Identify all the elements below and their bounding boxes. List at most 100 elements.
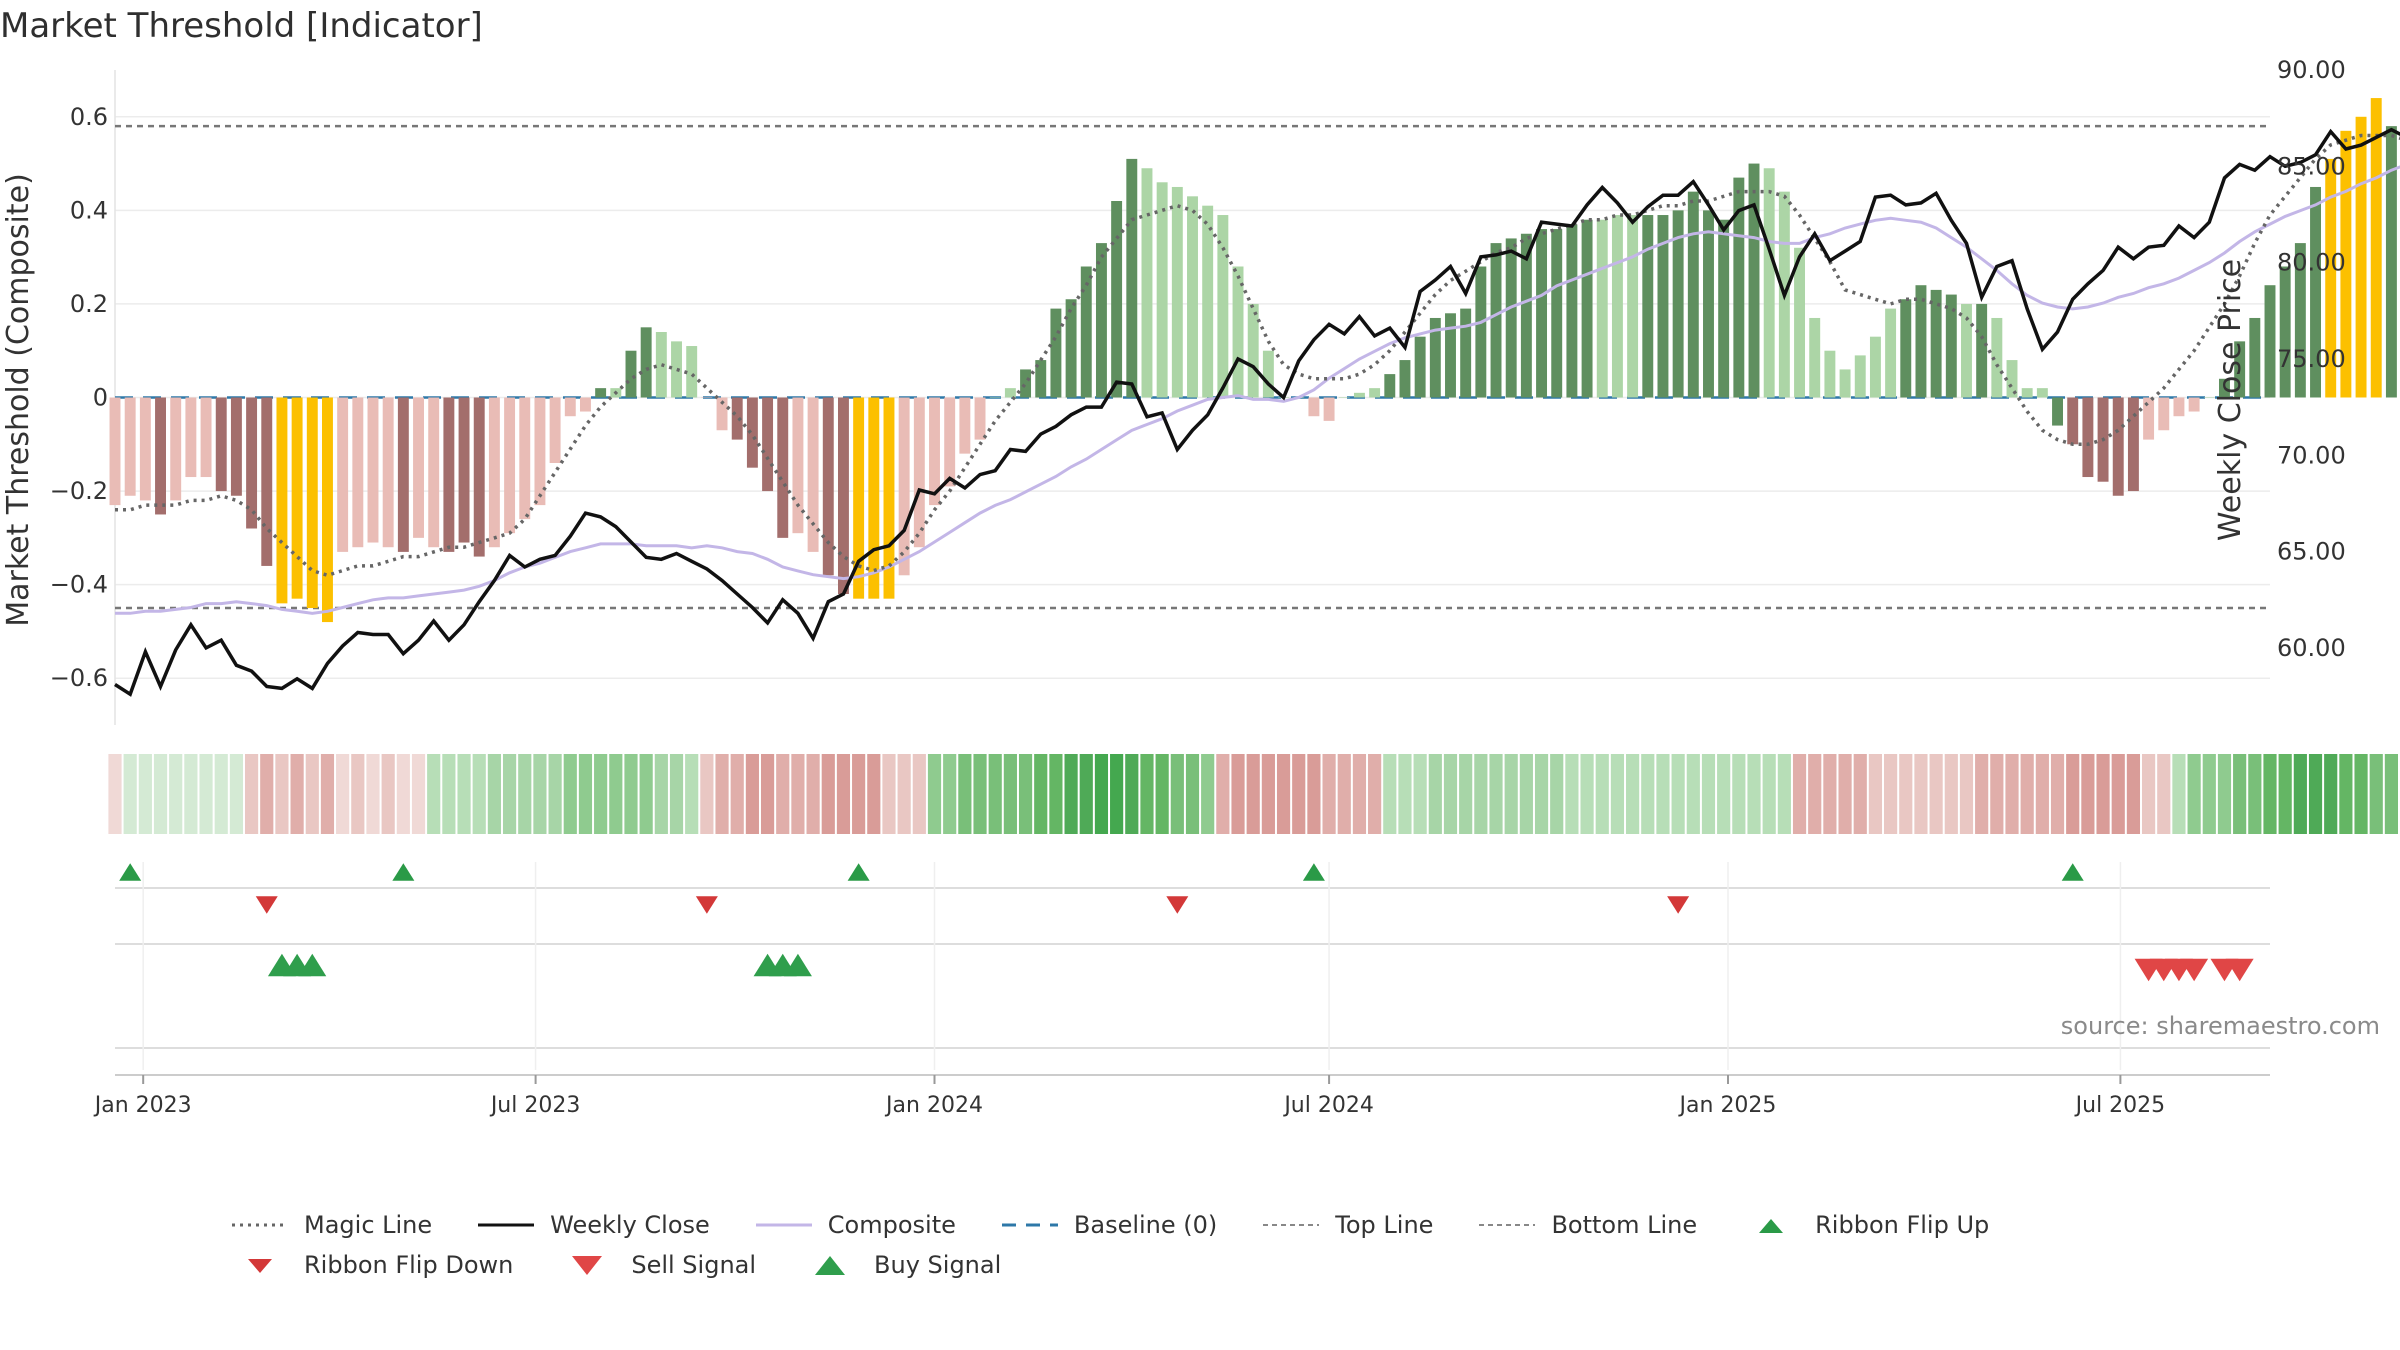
composite-bar bbox=[1566, 224, 1578, 398]
composite-bar bbox=[2325, 158, 2337, 398]
composite-bar bbox=[1763, 168, 1775, 398]
ribbon-cell bbox=[760, 754, 775, 834]
composite-bar bbox=[2173, 397, 2185, 417]
composite-bar bbox=[807, 397, 819, 552]
ribbon-cell bbox=[2172, 754, 2186, 834]
composite-bar bbox=[1642, 215, 1654, 398]
ribbon-flip-up-marker bbox=[1302, 863, 1325, 881]
y2-tick-label: 90.00 bbox=[2277, 56, 2346, 84]
composite-bar bbox=[504, 397, 516, 534]
composite-bar bbox=[883, 397, 895, 599]
composite-bar bbox=[291, 397, 303, 599]
ribbon-cell bbox=[2233, 754, 2247, 834]
ribbon-cell bbox=[791, 754, 805, 834]
legend-item-ribbon-flip-up: Ribbon Flip Up bbox=[1741, 1211, 1989, 1239]
composite-bar bbox=[1369, 388, 1381, 398]
legend-item-top-line: Top Line bbox=[1261, 1211, 1433, 1239]
y-tick-label: −0.6 bbox=[50, 664, 108, 692]
composite-bar bbox=[1460, 308, 1472, 398]
ribbon-cell bbox=[2217, 754, 2232, 834]
composite-bar bbox=[322, 397, 333, 623]
ribbon-cell bbox=[199, 754, 213, 834]
ribbon-flip-up-marker bbox=[392, 863, 415, 881]
composite-bar bbox=[230, 397, 242, 496]
composite-bar bbox=[701, 397, 713, 398]
composite-bar bbox=[2264, 285, 2276, 398]
ribbon-cell bbox=[123, 754, 137, 834]
ribbon-cell bbox=[1276, 754, 1291, 834]
composite-bar bbox=[1035, 360, 1047, 398]
ribbon-cell bbox=[1899, 754, 1913, 834]
y-tick-label: −0.4 bbox=[50, 571, 108, 599]
composite-bar bbox=[595, 388, 607, 398]
ribbon-cell bbox=[2157, 754, 2171, 834]
series-lines bbox=[114, 127, 2400, 697]
ribbon-cell bbox=[852, 754, 866, 834]
composite-bar bbox=[306, 397, 318, 609]
ribbon-cell bbox=[1413, 754, 1427, 834]
composite-bar bbox=[534, 397, 546, 506]
ribbon-cell bbox=[1701, 754, 1716, 834]
ribbon-cell bbox=[2339, 754, 2353, 834]
legend-item-weekly-close: Weekly Close bbox=[476, 1211, 710, 1239]
composite-bar bbox=[564, 397, 576, 417]
ribbon-cell bbox=[654, 754, 668, 834]
ribbon-flip-up-marker bbox=[119, 863, 142, 881]
composite-bar bbox=[1945, 294, 1957, 398]
lavender-line-icon bbox=[754, 1213, 814, 1237]
composite-bar bbox=[1657, 215, 1669, 398]
y2-tick-label: 75.00 bbox=[2277, 345, 2346, 373]
y2-tick-label: 85.00 bbox=[2277, 152, 2346, 180]
ribbon-cell bbox=[1246, 754, 1260, 834]
composite-bar bbox=[200, 397, 212, 478]
ribbon-cell bbox=[214, 754, 228, 834]
legend-label: Top Line bbox=[1335, 1211, 1434, 1239]
ribbon-cell bbox=[2263, 754, 2277, 834]
composite-bar bbox=[1095, 243, 1107, 398]
ribbon-cell bbox=[776, 754, 790, 834]
composite-bar bbox=[974, 397, 986, 440]
composite-bar bbox=[1141, 168, 1153, 398]
composite-bar bbox=[2249, 317, 2261, 398]
composite-bar bbox=[1338, 397, 1350, 398]
green-triangle-up-large-icon bbox=[800, 1253, 860, 1277]
ribbon-flip-down-marker bbox=[255, 896, 278, 914]
composite-bar bbox=[640, 327, 652, 398]
ribbon-cell bbox=[1079, 754, 1093, 834]
composite-bar bbox=[1611, 215, 1623, 398]
ribbon-cell bbox=[1914, 754, 1928, 834]
ribbon-cell bbox=[1534, 754, 1549, 834]
ribbon-cell bbox=[1777, 754, 1791, 834]
ribbon-cell bbox=[1140, 754, 1154, 834]
composite-bar bbox=[1687, 191, 1699, 398]
ribbon-cell bbox=[2020, 754, 2034, 834]
composite-bar bbox=[124, 397, 136, 496]
x-axis-ticks: Jan 2023 Jul 2023 Jan 2024 Jul 2024 Jan 2025… bbox=[93, 1074, 2270, 1118]
ribbon-cell bbox=[290, 754, 304, 834]
ribbon-cell bbox=[411, 754, 426, 834]
ribbon-cell bbox=[1732, 754, 1746, 834]
ribbon-cell bbox=[1034, 754, 1048, 834]
signal-panels bbox=[115, 862, 2270, 1076]
composite-bar bbox=[413, 397, 424, 538]
ribbon-cell bbox=[594, 754, 608, 834]
composite-bar bbox=[1869, 336, 1881, 398]
composite-bar bbox=[1020, 369, 1032, 398]
composite-bar bbox=[868, 397, 880, 599]
ribbon-cell bbox=[336, 754, 350, 834]
dashed-gray-line-icon bbox=[1261, 1213, 1321, 1237]
y2-tick-label: 65.00 bbox=[2277, 538, 2346, 566]
ribbon-cell bbox=[1292, 754, 1306, 834]
ribbon-cell bbox=[229, 754, 243, 834]
ribbon-cell bbox=[2050, 754, 2065, 834]
composite-line bbox=[115, 165, 2400, 615]
y-tick-label: 0.2 bbox=[70, 290, 108, 318]
composite-bar bbox=[397, 397, 409, 552]
composite-bar bbox=[853, 397, 865, 599]
composite-bar bbox=[671, 341, 682, 398]
composite-bar bbox=[109, 397, 121, 506]
x-tick-label: Jul 2024 bbox=[1282, 1093, 1374, 1118]
ribbon-cell bbox=[912, 754, 926, 834]
source-attribution: source: sharemaestro.com bbox=[2060, 1012, 2380, 1040]
composite-bar bbox=[2052, 397, 2063, 426]
